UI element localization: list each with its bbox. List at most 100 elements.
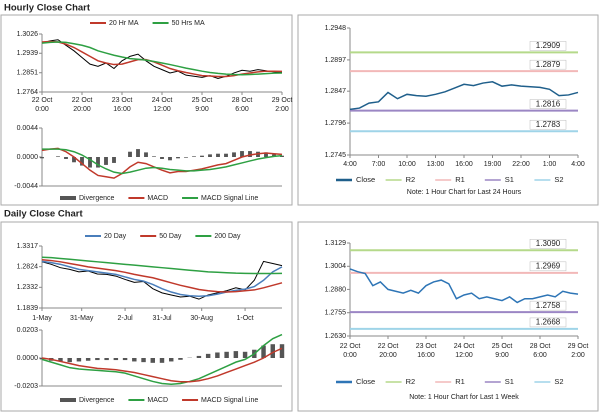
x-tick-label: 29 Oct [272, 97, 293, 104]
divergence-bar [196, 355, 202, 358]
x-tick-label: 2:00 [571, 352, 585, 359]
x-tick-label: 22 Oct [378, 343, 399, 350]
divergence-bar [104, 157, 108, 165]
pivot-label: 1.2783 [536, 120, 561, 129]
x-tick-label: 29 Oct [568, 343, 589, 350]
divergence-bar [95, 358, 100, 361]
divergence-bar [178, 358, 183, 360]
x-tick-label: 6:00 [235, 106, 249, 113]
divergence-bar [88, 157, 92, 168]
y-tick-label: -0.0044 [14, 183, 38, 190]
y-tick-label: 1.1839 [17, 305, 39, 312]
series-line [41, 260, 283, 297]
x-tick-label: 31-May [70, 315, 94, 322]
x-tick-label: 30-Aug [190, 315, 213, 322]
x-tick-label: 9:00 [195, 106, 209, 113]
divergence-bar [136, 149, 140, 157]
y-tick-label: 1.2939 [17, 50, 39, 57]
y-tick-label: 1.2897 [325, 57, 347, 64]
legend-label: R2 [406, 377, 416, 386]
x-tick-label: 20:00 [379, 352, 397, 359]
divergence-bar [242, 351, 248, 358]
y-tick-label: 1.3129 [325, 240, 347, 247]
x-tick-label: 28 Oct [530, 343, 551, 350]
series-line [41, 41, 283, 76]
pivot-label-box [529, 300, 567, 311]
pivot-label: 1.2879 [536, 60, 561, 69]
x-tick-label: 22:00 [512, 161, 530, 168]
divergence-bar [270, 344, 275, 358]
pivot-label: 1.2816 [536, 99, 561, 108]
legend-label: S1 [505, 175, 514, 184]
y-tick-label: 1.3026 [17, 31, 39, 38]
x-tick-label: 31-Jul [152, 315, 172, 322]
divergence-bar [261, 345, 266, 358]
x-tick-label: 24 Oct [454, 343, 475, 350]
y-tick-label: 1.2764 [17, 89, 39, 96]
divergence-bar [224, 153, 228, 157]
divergence-bar [112, 157, 116, 163]
y-tick-label: -0.0203 [14, 383, 38, 390]
y-tick-label: 1.3004 [325, 263, 347, 270]
x-tick-label: 2-Jul [117, 315, 133, 322]
divergence-bar [96, 157, 100, 168]
divergence-bar [264, 152, 268, 157]
chart-note: Note: 1 Hour Chart for Last 1 Week [409, 394, 519, 401]
x-tick-label: 23 Oct [416, 343, 437, 350]
pivot-label-box [529, 41, 567, 51]
divergence-bar [80, 157, 84, 166]
x-tick-label: 24 Oct [152, 97, 173, 104]
divergence-bar [169, 358, 174, 362]
pivot-label: 1.2758 [536, 301, 561, 310]
divergence-bar [224, 351, 229, 358]
divergence-bar [208, 154, 212, 157]
legend-label: 20 Day [104, 233, 127, 240]
x-tick-label: 28 Oct [232, 97, 253, 104]
legend-label: MACD [147, 195, 168, 202]
panel-frame [297, 14, 599, 206]
x-tick-label: 25 Oct [492, 343, 513, 350]
x-tick-label: 0:00 [343, 352, 357, 359]
divergence-bar [168, 157, 172, 161]
x-tick-label: 2:00 [275, 106, 289, 113]
x-tick-label: 22 Oct [340, 343, 361, 350]
x-tick-label: 1:00 [543, 161, 557, 168]
legend-label: Divergence [79, 397, 115, 404]
series-line [349, 268, 579, 304]
divergence-bar [152, 156, 156, 157]
legend-label: R1 [455, 175, 465, 184]
x-tick-label: 6:00 [533, 352, 547, 359]
divergence-bar [64, 157, 68, 159]
divergence-bar [205, 353, 211, 358]
y-tick-label: 0.0000 [17, 355, 39, 362]
legend-label: Close [356, 175, 375, 184]
divergence-bar [192, 156, 196, 157]
x-tick-label: 0:00 [35, 106, 49, 113]
series-line [41, 39, 283, 80]
y-tick-label: 1.2755 [325, 310, 347, 317]
y-tick-label: 1.2948 [325, 25, 347, 32]
divergence-bar [150, 358, 155, 363]
legend-label: 50 Hrs MA [172, 20, 205, 27]
x-tick-label: 23 Oct [112, 97, 133, 104]
series-line [41, 40, 283, 78]
pivot-label: 1.2969 [536, 262, 561, 271]
divergence-bar [122, 358, 128, 361]
divergence-bar [215, 352, 220, 358]
divergence-bar [141, 358, 146, 363]
series-line [41, 258, 283, 293]
y-tick-label: 0.0044 [17, 125, 39, 132]
series-line [42, 148, 283, 175]
legend-label: S2 [554, 175, 563, 184]
x-tick-label: 20:00 [73, 106, 91, 113]
pivot-label-box [529, 99, 567, 109]
legend-label: S1 [505, 377, 514, 386]
y-tick-label: 1.2630 [325, 333, 347, 340]
y-tick-label: 1.2824 [17, 264, 39, 271]
legend-label: 20 Hr MA [109, 20, 139, 27]
x-tick-label: 4:00 [343, 161, 357, 168]
pivot-label-box [529, 239, 567, 249]
x-tick-label: 1-Oct [237, 315, 254, 322]
legend-label: S2 [554, 377, 563, 386]
